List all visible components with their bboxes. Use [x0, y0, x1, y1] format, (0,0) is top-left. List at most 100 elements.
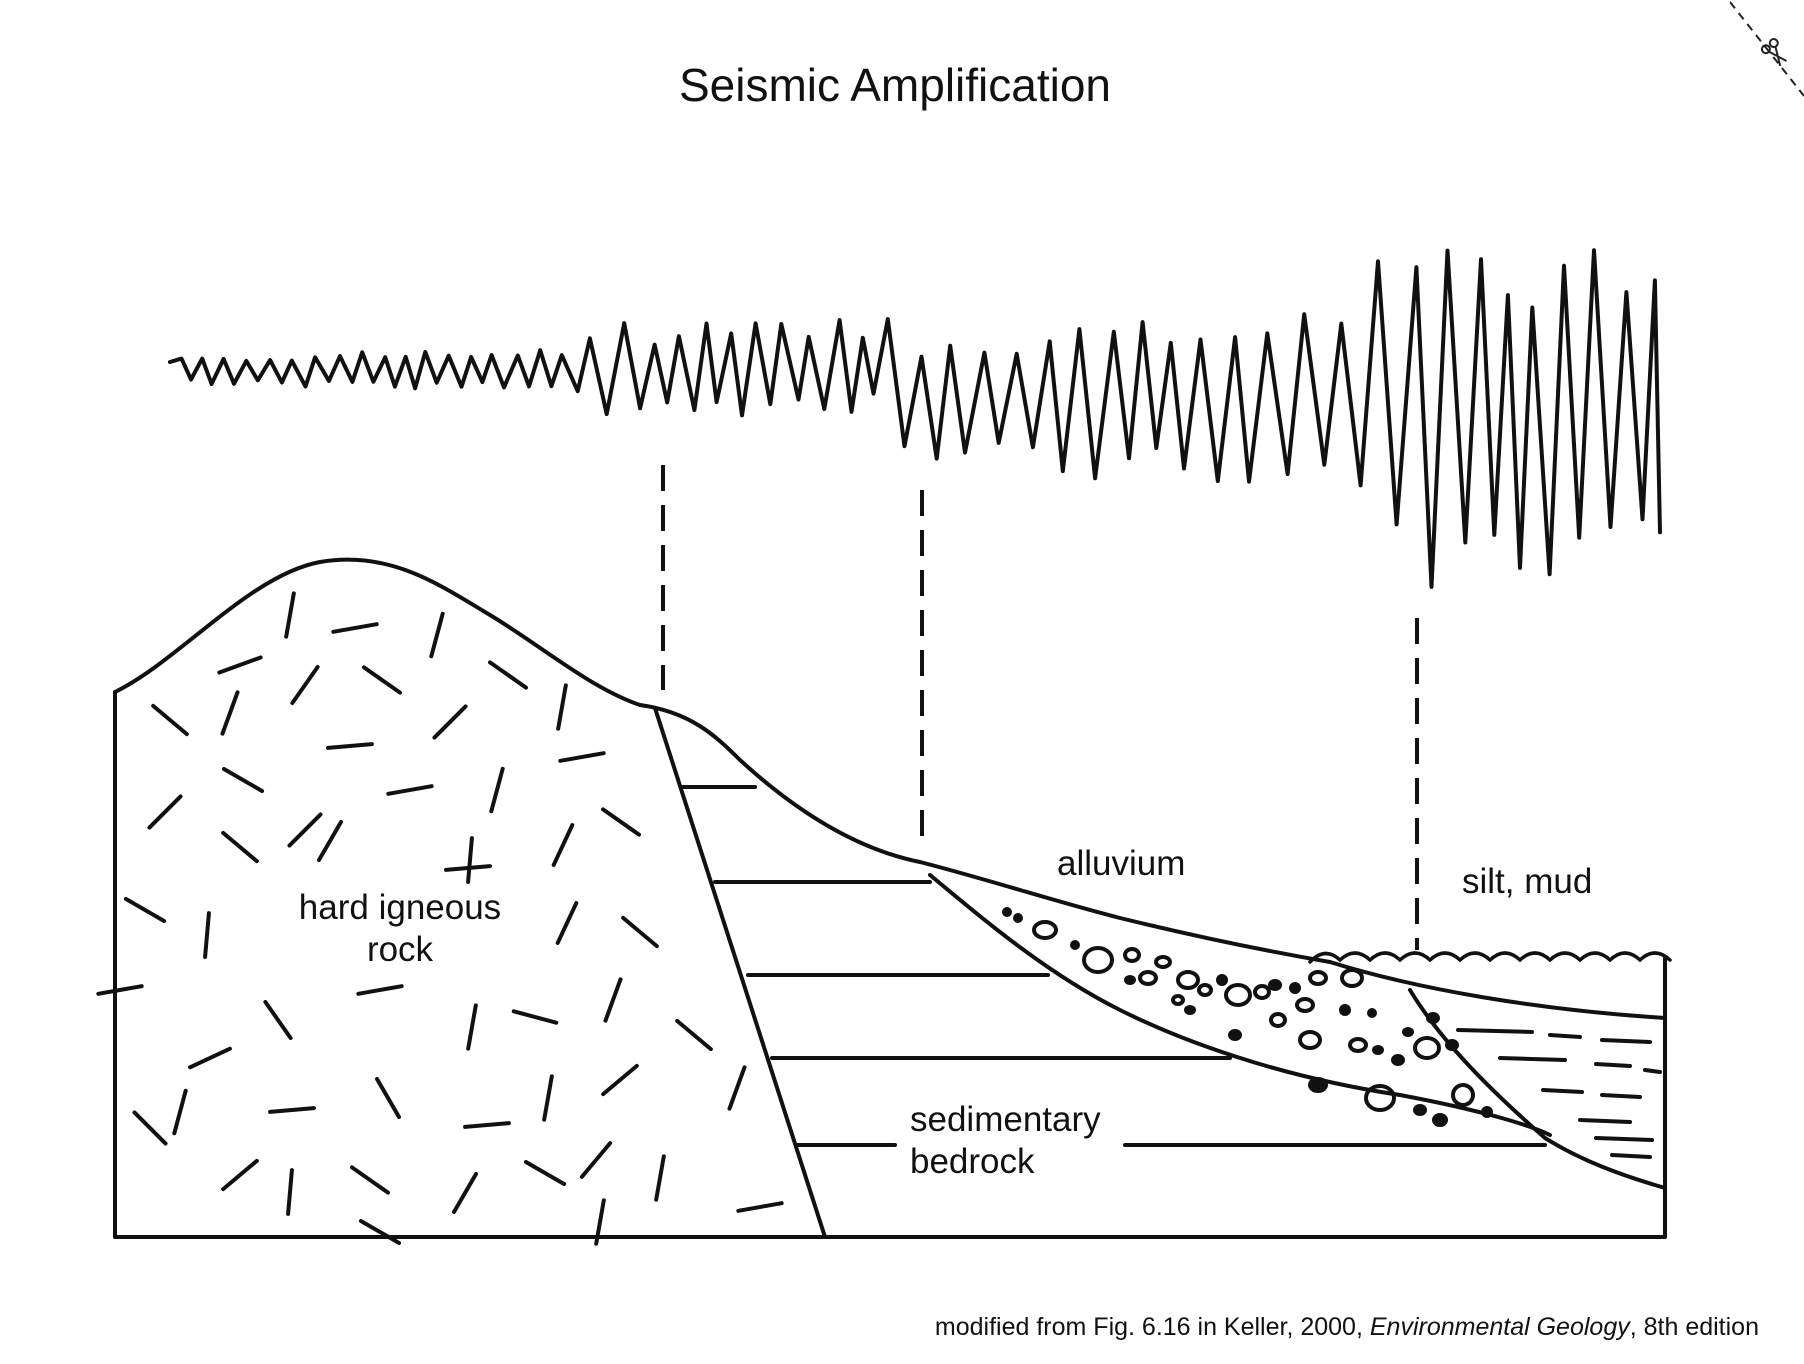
section-left-edge: [113, 690, 1667, 1239]
gravel-pebble: [1308, 970, 1328, 986]
sedimentary-bedrock-label: sedimentary bedrock: [910, 1099, 1101, 1183]
gravel-pebble: [1402, 1027, 1414, 1037]
gravel-pebble: [1253, 984, 1271, 1000]
igneous-texture-dash: [263, 999, 293, 1041]
gravel-pebble: [1348, 1037, 1368, 1053]
caption-book-title: Environmental Geology: [1369, 1313, 1630, 1341]
gravel-pebble: [1082, 946, 1114, 974]
sedimentary-bedrock-label-line2: bedrock: [910, 1142, 1035, 1181]
igneous-texture-dash: [375, 1076, 401, 1120]
igneous-texture-dash: [188, 1046, 232, 1070]
igneous-texture-dash: [579, 1141, 613, 1179]
gravel-pebble: [1124, 975, 1136, 985]
igneous-texture-dash: [736, 1201, 784, 1213]
alluvium-label: alluvium: [1057, 844, 1186, 883]
igneous-texture-dash: [172, 1088, 188, 1136]
igneous-texture-dash: [542, 1074, 554, 1122]
igneous-texture-dash: [621, 915, 659, 949]
gravel-pebble: [1481, 1106, 1493, 1118]
scissors-icon: [1730, 1, 1804, 97]
gravel-pebble: [1372, 1045, 1384, 1055]
gravel-pebble: [1451, 1083, 1475, 1107]
gravel-pebble: [1224, 983, 1252, 1007]
igneous-texture-dash: [217, 655, 263, 675]
igneous-contact-line: [653, 706, 827, 1239]
source-caption: modified from Fig. 6.16 in Keller, 2000,…: [935, 1312, 1759, 1342]
gravel-pebble: [1426, 1012, 1440, 1024]
igneous-texture-dash: [331, 622, 379, 634]
igneous-texture-dash: [523, 1160, 567, 1186]
igneous-texture-dash: [358, 1219, 402, 1245]
igneous-texture-dash: [151, 703, 189, 737]
silt-texture-dash: [1456, 1028, 1534, 1034]
silt-texture-dash: [1548, 1033, 1582, 1039]
silt-mud-label: silt, mud: [1462, 862, 1593, 901]
gravel-pebble: [1197, 983, 1213, 997]
igneous-texture-dash: [654, 1154, 666, 1202]
gravel-pebble: [1339, 1004, 1351, 1016]
gravel-pebble: [1123, 947, 1141, 963]
igneous-texture-dash: [326, 742, 374, 750]
igneous-texture-dash: [287, 812, 323, 848]
gravel-pebble: [1298, 1030, 1322, 1050]
igneous-texture-dash: [466, 836, 474, 884]
silt-texture-dash: [1610, 1153, 1652, 1159]
silt-texture-dash: [1643, 1068, 1662, 1074]
caption-prefix: modified from Fig. 6.16 in Keller, 2000,: [934, 1313, 1370, 1341]
gravel-pebble: [1176, 970, 1200, 990]
gravel-pebble: [1413, 1036, 1441, 1060]
igneous-texture-dash: [123, 897, 167, 923]
igneous-texture-dash: [603, 977, 623, 1023]
igneous-texture-dash: [487, 660, 529, 690]
gravel-pebble: [1002, 907, 1012, 917]
igneous-texture-dash: [675, 1018, 713, 1052]
igneous-texture-dash: [220, 690, 240, 736]
gravel-pebble: [1228, 1029, 1242, 1041]
igneous-texture-dash: [286, 1168, 294, 1216]
silt-texture-dash: [1578, 1118, 1632, 1124]
silt-texture-dash: [1498, 1056, 1567, 1062]
caption-suffix: , 8th edition: [1629, 1313, 1759, 1341]
page-title: Seismic Amplification: [678, 59, 1112, 111]
igneous-rock-label-line1: hard igneous: [298, 888, 502, 927]
gravel-pebble: [1364, 1084, 1396, 1112]
igneous-texture-dash: [386, 784, 434, 796]
gravel-pebble: [1391, 1054, 1405, 1066]
silt-texture-dash: [1594, 1062, 1632, 1068]
igneous-texture-dash: [489, 766, 505, 814]
gravel-pebble: [1171, 994, 1185, 1006]
igneous-texture-dash: [221, 767, 265, 793]
igneous-texture-dash: [463, 1121, 511, 1129]
gravel-pebble: [1268, 979, 1282, 991]
silt-texture-dash: [1600, 1038, 1652, 1044]
igneous-texture-dash: [727, 1065, 747, 1111]
gravel-pebble: [1269, 1012, 1287, 1028]
silt-texture-dash: [1541, 1088, 1584, 1094]
igneous-texture-dash: [594, 1198, 606, 1246]
gravel-pebble: [1445, 1039, 1459, 1051]
silt-texture-dash: [1600, 1093, 1642, 1099]
igneous-texture-dash: [132, 1110, 168, 1146]
igneous-rock-label-line2: rock: [366, 930, 434, 969]
igneous-rock-label: hard igneous rock: [270, 887, 530, 971]
igneous-texture-dash: [221, 1158, 259, 1192]
igneous-texture-dash: [290, 664, 320, 706]
igneous-texture-dash: [147, 794, 183, 830]
igneous-texture-dash: [203, 911, 211, 959]
silt-layer-line: [1328, 960, 1667, 1020]
igneous-texture-dash: [317, 819, 343, 863]
gravel-pebble: [1184, 1005, 1196, 1015]
igneous-texture-dash: [284, 591, 296, 639]
igneous-texture-dash: [361, 665, 403, 695]
gravel-pebble: [1216, 974, 1228, 986]
gravel-pebble: [1138, 970, 1158, 986]
ground-surface-line: [113, 557, 1332, 964]
igneous-texture-dash: [432, 704, 468, 740]
igneous-texture-dash: [429, 611, 445, 659]
igneous-texture-dash: [601, 1063, 639, 1097]
gravel-pebble: [1154, 955, 1172, 969]
igneous-texture-dash: [558, 751, 606, 763]
sedimentary-bedrock-label-line1: sedimentary: [910, 1100, 1101, 1139]
